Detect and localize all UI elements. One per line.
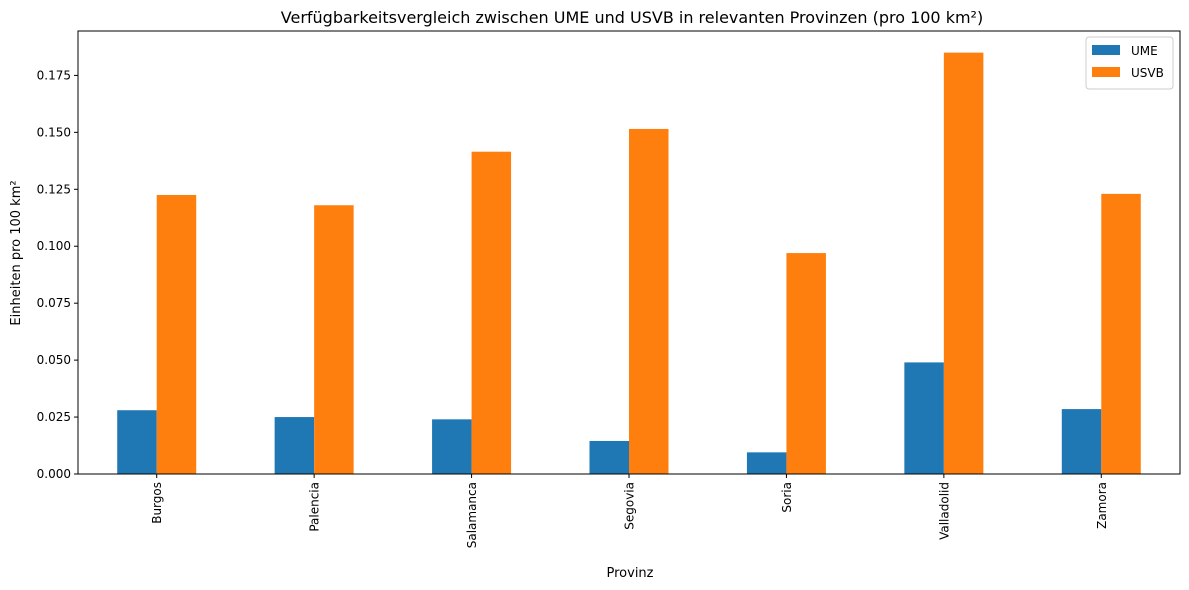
x-tick-label: Burgos bbox=[150, 482, 164, 524]
y-tick-label: 0.150 bbox=[37, 125, 71, 139]
x-axis-label: Provinz bbox=[607, 566, 654, 581]
y-axis-label: Einheiten pro 100 km² bbox=[9, 180, 24, 325]
bar-usvb-zamora bbox=[1101, 193, 1141, 474]
y-tick-label: 0.000 bbox=[37, 467, 71, 481]
bar-usvb-palencia bbox=[314, 205, 354, 475]
x-tick-label: Salamanca bbox=[465, 482, 479, 548]
bar-ume-soria bbox=[746, 452, 787, 474]
bar-usvb-soria bbox=[786, 253, 826, 474]
bar-usvb-segovia bbox=[629, 128, 669, 474]
y-tick-label: 0.100 bbox=[37, 239, 71, 253]
bar-ume-segovia bbox=[589, 440, 629, 474]
plot-area: 0.000 0.025 0.050 0.075 0.100 0.125 0.150 0.175… bbox=[37, 30, 1181, 548]
x-tick-label: Zamora bbox=[1095, 482, 1109, 529]
y-tick-label: 0.025 bbox=[37, 410, 71, 424]
bar-usvb-burgos bbox=[156, 194, 197, 475]
x-tick-label: Valladolid bbox=[937, 482, 951, 540]
bar-ume-palencia bbox=[274, 417, 315, 474]
bar-ume-valladolid bbox=[904, 362, 944, 474]
bar-ume-burgos bbox=[117, 410, 157, 474]
y-tick-label: 0.075 bbox=[37, 296, 71, 310]
y-tick-label: 0.050 bbox=[37, 353, 71, 367]
legend: UME USVB bbox=[1085, 36, 1174, 90]
y-tick-label: 0.175 bbox=[37, 68, 71, 82]
legend-swatch-ume bbox=[1092, 45, 1120, 55]
bar-ume-zamora bbox=[1061, 409, 1102, 474]
legend-box bbox=[1085, 36, 1174, 90]
legend-label-ume: UME bbox=[1131, 44, 1158, 58]
bar-ume-salamanca bbox=[432, 419, 472, 474]
y-tick-label: 0.125 bbox=[37, 182, 71, 196]
x-tick-label: Soria bbox=[780, 482, 794, 513]
x-tick-label: Palencia bbox=[308, 482, 322, 532]
x-tick-label: Segovia bbox=[623, 482, 637, 530]
chart-title: Verfügbarkeitsvergleich zwischen UME und… bbox=[281, 8, 983, 27]
legend-swatch-usvb bbox=[1092, 67, 1120, 77]
legend-label-usvb: USVB bbox=[1131, 66, 1164, 80]
bar-usvb-salamanca bbox=[471, 151, 512, 474]
bar-usvb-valladolid bbox=[943, 52, 984, 474]
